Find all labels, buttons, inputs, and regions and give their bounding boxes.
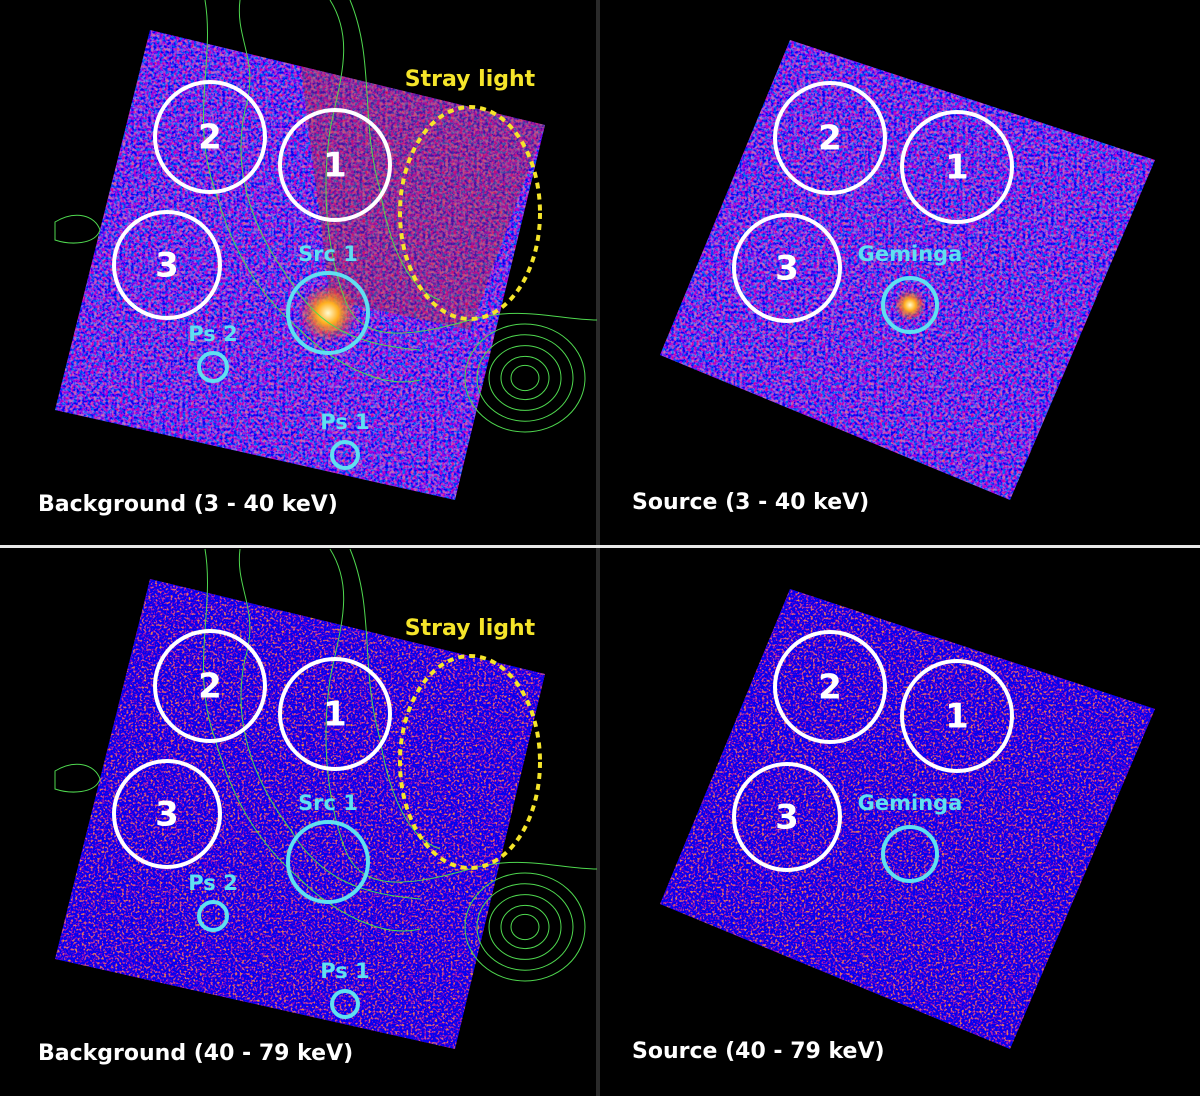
- contour: [476, 883, 574, 971]
- source-label: Src 1: [298, 242, 358, 266]
- panel-caption: Background (40 - 79 keV): [38, 1041, 353, 1066]
- source-circle: [197, 900, 229, 932]
- source-circle: [330, 989, 360, 1019]
- contour: [488, 894, 562, 960]
- contour: [500, 904, 550, 950]
- region-circle: [900, 110, 1014, 224]
- contour: [349, 0, 441, 301]
- source-label: Ps 1: [320, 410, 369, 434]
- region-label: 3: [775, 249, 799, 289]
- panel: Stray light 2 1 3 Src 1 Ps 2 Ps 1 Background (4…: [38, 548, 598, 1066]
- source-circle: [881, 276, 939, 334]
- region-label: 3: [155, 246, 179, 286]
- region-label: 3: [155, 795, 179, 835]
- bright-source: [298, 283, 358, 343]
- panel-caption: Background (3 - 40 keV): [38, 492, 338, 517]
- panel-caption: Source (3 - 40 keV): [632, 490, 869, 515]
- contour: [476, 334, 574, 422]
- source-label: Ps 1: [320, 959, 369, 983]
- region-label: 2: [198, 667, 222, 707]
- region-circle: [278, 657, 392, 771]
- region-circle: [900, 659, 1014, 773]
- stray-light-label: Stray light: [405, 616, 536, 641]
- panel-caption: Source (40 - 79 keV): [632, 1039, 885, 1064]
- stray-light-label: Stray light: [405, 67, 536, 92]
- region-circle: [773, 81, 887, 195]
- contour: [325, 0, 598, 334]
- stray-light-region: [398, 105, 542, 321]
- region-label: 2: [818, 119, 842, 159]
- region-circle: [153, 629, 267, 743]
- region-label: 1: [323, 146, 347, 186]
- region-circle: [278, 108, 392, 222]
- source-circle: [197, 351, 229, 383]
- contour: [54, 214, 101, 244]
- region-label: 1: [945, 697, 969, 737]
- region-label: 1: [323, 695, 347, 735]
- contour: [464, 872, 586, 982]
- region-circle: [773, 630, 887, 744]
- region-circle: [732, 762, 842, 872]
- region-circle: [112, 210, 222, 320]
- contour: [54, 763, 101, 793]
- source-circle: [881, 825, 939, 883]
- source-label: Ps 2: [188, 322, 237, 346]
- source-circle: [330, 440, 360, 470]
- contour: [464, 323, 586, 433]
- source-label: Src 1: [298, 791, 358, 815]
- contour: [325, 548, 598, 883]
- contour: [238, 548, 421, 900]
- contour: [488, 345, 562, 411]
- source-label: Ps 2: [188, 871, 237, 895]
- region-circle: [112, 759, 222, 869]
- region-label: 1: [945, 148, 969, 188]
- contour: [349, 548, 441, 850]
- stray-light-glow: [300, 60, 545, 330]
- contour: [238, 0, 421, 351]
- region-circle: [732, 213, 842, 323]
- contour: [510, 364, 540, 392]
- source-circle: [286, 820, 370, 904]
- bright-source: [894, 289, 926, 321]
- region-circle: [153, 80, 267, 194]
- contour: [500, 355, 550, 401]
- source-label: Geminga: [858, 791, 963, 815]
- region-label: 2: [198, 118, 222, 158]
- source-circle: [286, 271, 370, 355]
- stray-light-region: [398, 654, 542, 870]
- panel: Stray light 2 1 3 Src 1 Ps 2 Ps 1 Background (3…: [38, 0, 598, 517]
- source-label: Geminga: [858, 242, 963, 266]
- contour: [510, 913, 540, 941]
- region-label: 2: [818, 668, 842, 708]
- divider: [0, 545, 1200, 548]
- region-label: 3: [775, 798, 799, 838]
